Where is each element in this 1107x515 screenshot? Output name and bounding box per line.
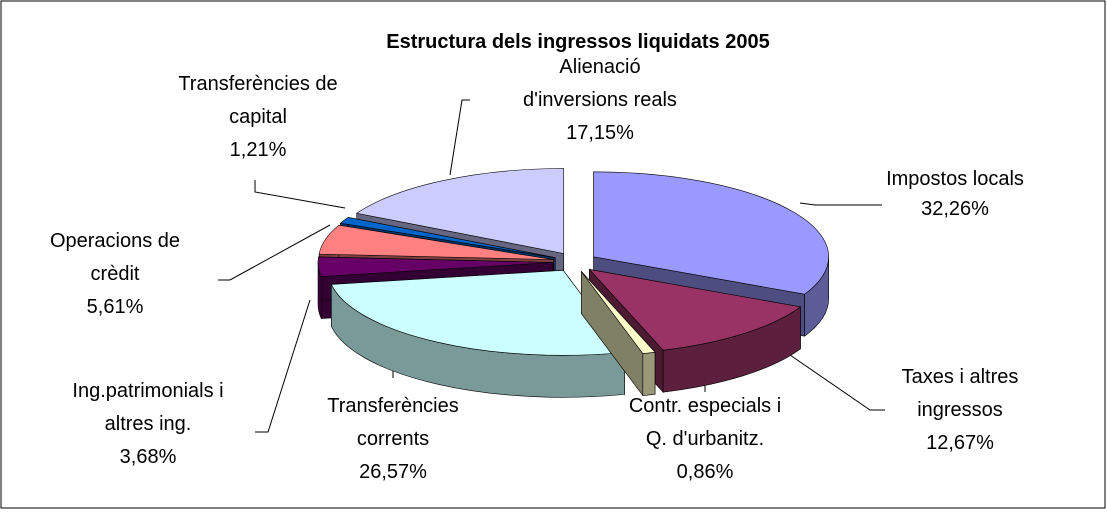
leader-lines: [218, 99, 885, 433]
value-label: 1,21%: [230, 139, 287, 161]
slice-top: [317, 256, 554, 277]
leader-line: [254, 180, 346, 209]
slice: [330, 269, 626, 398]
slice: [581, 270, 656, 397]
category-label: Ing.patrimonials i altres ing.: [72, 380, 223, 435]
slice-top: [318, 224, 554, 260]
category-label: Alienació d'inversions reals: [523, 56, 677, 111]
leader-line: [218, 224, 331, 281]
category-label: Taxes i altres ingressos: [902, 366, 1019, 421]
category-label: Impostos locals: [886, 168, 1024, 190]
leader-line: [255, 299, 311, 433]
slice-top: [355, 168, 565, 254]
slice-top: [581, 271, 656, 354]
category-label: Transferències corrents: [327, 395, 459, 450]
value-label: 32,26%: [921, 198, 989, 220]
value-label: 5,61%: [87, 296, 144, 318]
leader-line: [799, 202, 882, 206]
chart-title: Estructura dels ingressos liquidats 2005: [386, 31, 769, 53]
leader-line: [789, 354, 885, 411]
value-label: 12,67%: [926, 432, 994, 454]
category-label: Operacions de crèdit: [50, 230, 180, 285]
slice-top: [593, 171, 829, 295]
category-label: Transferències de capital: [178, 73, 337, 128]
value-label: 26,57%: [359, 461, 427, 483]
value-label: 3,68%: [120, 446, 177, 468]
value-label: 17,15%: [566, 122, 634, 144]
pie: [317, 168, 829, 398]
slice-top: [339, 217, 556, 258]
labels: Impostos locals 32,26% Taxes i altres ingre…: [50, 56, 1024, 483]
value-label: 0,86%: [677, 461, 734, 483]
slice-top: [588, 269, 802, 351]
leader-line: [449, 99, 470, 176]
slice-wall: [642, 351, 656, 396]
category-label: Contr. especials i Q. d'urbanitz.: [629, 395, 781, 450]
slice-top: [330, 270, 626, 356]
